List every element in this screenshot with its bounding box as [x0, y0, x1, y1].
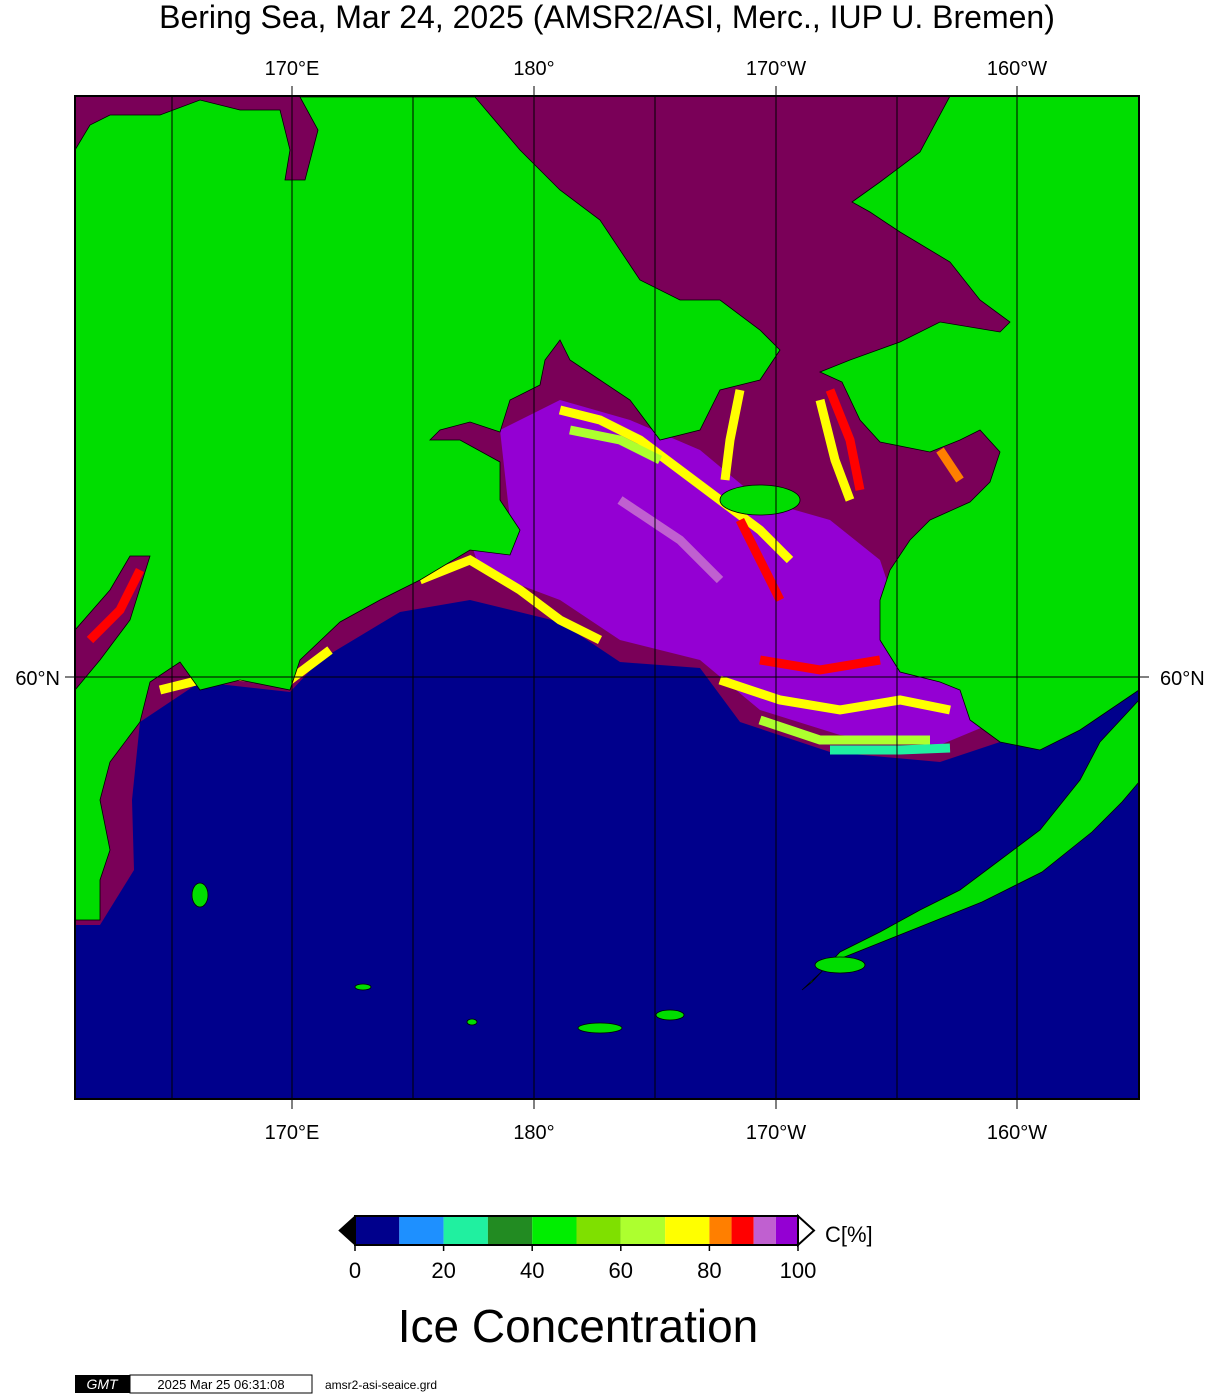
land-island — [655, 1009, 685, 1021]
land-island — [577, 1022, 623, 1034]
map-frame — [74, 95, 1140, 1100]
land-island — [354, 983, 372, 991]
colorbar-frame — [354, 1215, 799, 1246]
colorbar-segment — [355, 1216, 400, 1245]
lon-label: 170°E — [265, 1122, 320, 1144]
colorbar-segment — [709, 1216, 732, 1245]
graticule — [65, 86, 1149, 1109]
land-alaska — [818, 95, 1140, 751]
colorbar-tick-label: 60 — [609, 1258, 633, 1283]
timestamp-box — [129, 1374, 313, 1394]
colorbar-segment — [443, 1216, 488, 1245]
colorbar-under-arrow — [338, 1214, 356, 1247]
map-title: Bering Sea, Mar 24, 2025 (AMSR2/ASI, Mer… — [159, 0, 1055, 35]
lon-label: 170°E — [265, 58, 320, 80]
colorbar: 0 20 40 60 80 100 — [338, 1213, 817, 1283]
lon-labels: 170°E 180° 170°W 160°W 170°E 180° 170°W … — [265, 58, 1048, 1144]
colorbar-tick-label: 40 — [520, 1258, 544, 1283]
colorbar-segment — [731, 1216, 754, 1245]
colorbar-segment — [532, 1216, 577, 1245]
colorbar-tick-label: 0 — [349, 1258, 361, 1283]
land-island — [466, 1018, 478, 1026]
timestamp: 2025 Mar 25 06:31:08 — [157, 1377, 284, 1392]
lon-label: 160°W — [987, 1122, 1047, 1144]
lon-label: 170°W — [746, 1122, 806, 1144]
colorbar-title: Ice Concentration — [398, 1300, 759, 1352]
land-russia — [74, 96, 781, 921]
filename: amsr2-asi-seaice.grd — [325, 1378, 437, 1392]
logo-box — [75, 1375, 130, 1393]
colorbar-segment — [576, 1216, 621, 1245]
land-island — [719, 484, 801, 516]
colorbar-segment — [399, 1216, 444, 1245]
lon-label: 180° — [513, 58, 554, 80]
ice-edge-streaks — [86, 388, 964, 755]
land-alaska-peninsula — [801, 698, 1140, 991]
lon-label: 170°W — [746, 58, 806, 80]
colorbar-tick-label: 20 — [431, 1258, 455, 1283]
lat-label: 60°N — [1160, 668, 1205, 690]
colorbar-segment — [620, 1216, 666, 1245]
footer: GMT 2025 Mar 25 06:31:08 amsr2-asi-seaic… — [75, 1374, 437, 1394]
logo: GMT — [86, 1376, 119, 1392]
colorbar-segment — [775, 1216, 798, 1245]
colorbar-tick-label: 100 — [780, 1258, 817, 1283]
colorbar-tick-label: 80 — [697, 1258, 721, 1283]
lon-label: 160°W — [987, 58, 1047, 80]
map — [65, 86, 1149, 1109]
colorbar-segment — [487, 1216, 533, 1245]
land-island — [814, 956, 866, 974]
colorbar-segment — [753, 1216, 776, 1245]
colorbar-over-arrow — [797, 1213, 816, 1248]
lat-label: 60°N — [15, 668, 60, 690]
colorbar-segment — [665, 1216, 710, 1245]
land-island — [191, 882, 209, 908]
land — [74, 95, 1140, 1034]
lon-label: 180° — [513, 1122, 554, 1144]
colorbar-unit: C[%] — [825, 1222, 873, 1247]
